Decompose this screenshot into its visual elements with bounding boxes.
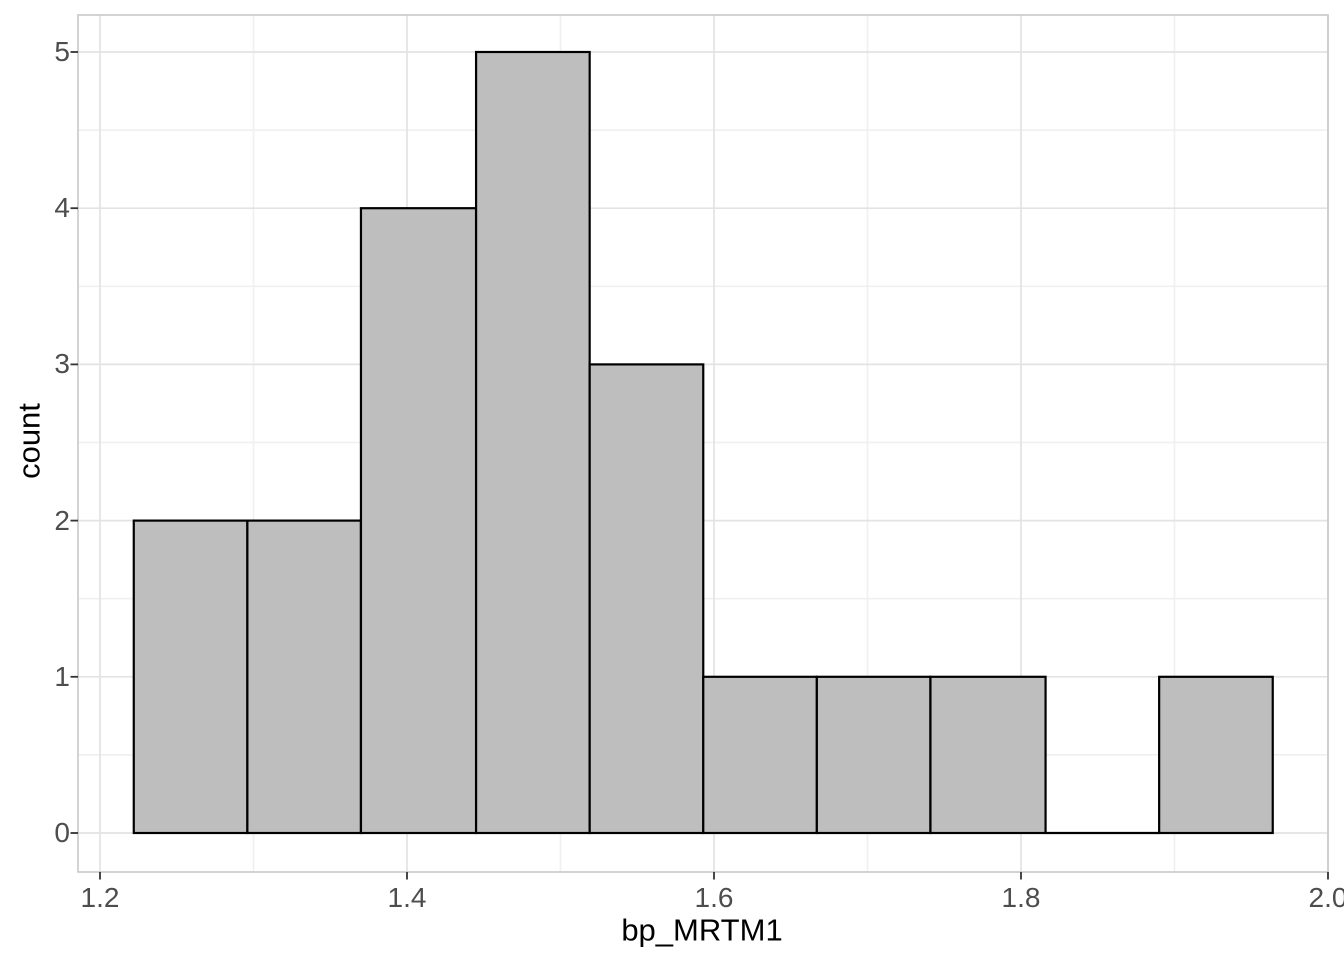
x-tick-label-2: 1.6 xyxy=(694,882,734,913)
x-tick-label-0: 1.2 xyxy=(80,882,120,913)
histogram-bar xyxy=(702,675,818,835)
histogram-bar xyxy=(929,675,1047,835)
x-tick-label-3: 1.8 xyxy=(1001,882,1041,913)
y-tick-label-5: 5 xyxy=(54,36,70,67)
histogram-bar xyxy=(359,207,478,835)
x-tick-label-1: 1.4 xyxy=(387,882,427,913)
histogram-bar xyxy=(1158,675,1274,835)
histogram-bar xyxy=(132,519,249,835)
histogram-bars xyxy=(132,50,1274,835)
histogram-bar xyxy=(246,519,363,835)
y-axis-title: count xyxy=(11,403,47,479)
x-tick-label-4: 2.0 xyxy=(1308,882,1344,913)
x-axis-title: bp_MRTM1 xyxy=(621,912,783,948)
y-tick-label-3: 3 xyxy=(54,348,70,379)
histogram-bar xyxy=(815,675,932,835)
y-tick-label-0: 0 xyxy=(54,817,70,848)
histogram-bar xyxy=(474,50,591,835)
y-tick-label-2: 2 xyxy=(54,505,70,536)
histogram-bar xyxy=(588,363,705,835)
y-tick-label-1: 1 xyxy=(54,661,70,692)
y-tick-label-4: 4 xyxy=(54,192,70,223)
